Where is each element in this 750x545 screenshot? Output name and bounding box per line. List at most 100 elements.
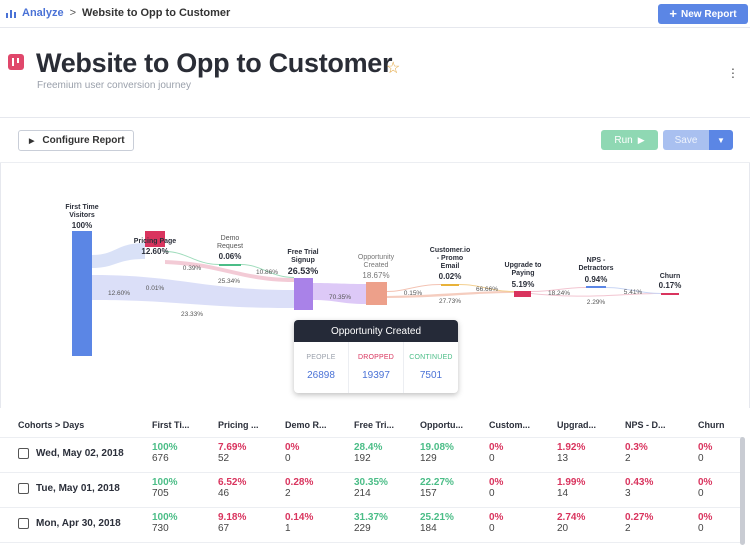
analyze-icon — [6, 10, 16, 18]
flow-opp-to-promo — [387, 284, 441, 292]
metric-count: 0 — [489, 488, 495, 499]
metric-count: 676 — [152, 453, 169, 464]
plus-icon: + — [669, 6, 678, 21]
flow-visitors-to-trial — [92, 275, 294, 308]
metric-cell: 7.69% 52 — [218, 442, 246, 464]
table-header-row: Cohorts > Days First Ti... Pricing ... D… — [0, 412, 742, 438]
bar-opportunity-created[interactable] — [366, 282, 387, 305]
new-report-label: New Report — [681, 8, 737, 20]
save-button[interactable]: Save — [663, 130, 709, 150]
step-label: First Time — [65, 204, 98, 211]
metric-cell: 1.99% 14 — [557, 477, 585, 499]
metric-count: 67 — [218, 523, 230, 534]
column-header[interactable]: NPS - D... — [625, 420, 666, 430]
metric-cell: 0% 0 — [698, 442, 712, 464]
column-header[interactable]: Upgrad... — [557, 420, 597, 430]
metric-count: 214 — [354, 488, 371, 499]
metric-count: 1 — [285, 523, 291, 534]
metric-cell: 0% 0 — [489, 477, 503, 499]
step-label: Opportunity — [358, 254, 395, 261]
column-header[interactable]: Cohorts > Days — [18, 420, 85, 430]
column-header[interactable]: Churn — [698, 420, 725, 430]
column-header[interactable]: Custom... — [489, 420, 531, 430]
row-checkbox[interactable] — [18, 448, 29, 459]
divider — [0, 162, 750, 163]
step-label: Email — [441, 263, 460, 270]
column-header[interactable]: Opportu... — [420, 420, 463, 430]
step-label: Churn — [660, 273, 681, 280]
column-header[interactable]: Free Tri... — [354, 420, 395, 430]
bar-demo-request[interactable] — [219, 264, 241, 266]
metric-count: 0 — [698, 453, 704, 464]
table-scrollbar[interactable] — [740, 437, 745, 545]
tooltip-dropped-value: 19397 — [362, 370, 390, 381]
metric-cell: 0% 0 — [285, 442, 299, 464]
row-date: Wed, May 02, 2018 — [36, 448, 124, 459]
metric-percent: 100% — [152, 512, 178, 523]
funnel-svg: First Time Visitors 100% Pricing Page 12… — [65, 204, 681, 356]
metric-cell: 100% 676 — [152, 442, 178, 464]
flow-label: 12.60% — [108, 290, 130, 297]
bar-nps-detractors[interactable] — [586, 286, 606, 288]
breadcrumb-analyze-link[interactable]: Analyze — [22, 7, 64, 19]
bar-upgrade-to-paying[interactable] — [514, 291, 531, 297]
metric-cell: 1.92% 13 — [557, 442, 585, 464]
metric-count: 52 — [218, 453, 230, 464]
opportunity-tooltip: Opportunity Created PEOPLE 26898 DROPPED… — [294, 320, 458, 393]
metric-count: 0 — [698, 523, 704, 534]
bar-free-trial-signup[interactable] — [294, 278, 313, 310]
flow-visitors-to-pricing — [92, 243, 145, 268]
save-dropdown-icon[interactable]: ▼ — [709, 130, 733, 150]
metric-cell: 100% 730 — [152, 512, 178, 534]
metric-percent: 9.18% — [218, 512, 247, 523]
metric-count: 13 — [557, 453, 569, 464]
metric-percent: 19.08% — [420, 442, 454, 453]
bar-churn[interactable] — [661, 293, 679, 295]
column-header[interactable]: Pricing ... — [218, 420, 259, 430]
run-button[interactable]: Run ▶ — [601, 130, 658, 150]
step-label: Upgrade to — [505, 262, 542, 269]
bar-pricing-page[interactable] — [145, 231, 165, 247]
metric-cell: 9.18% 67 — [218, 512, 246, 534]
breadcrumb-current: Website to Opp to Customer — [82, 7, 231, 19]
metric-cell: 0% 0 — [489, 442, 503, 464]
flow-label: 27.73% — [439, 298, 461, 305]
step-label: Created — [364, 262, 389, 269]
report-header: Website to Opp to Customer ☆ Freemium us… — [0, 28, 750, 118]
metric-count: 157 — [420, 488, 437, 499]
column-header[interactable]: First Ti... — [152, 420, 190, 430]
step-label: - Promo — [437, 255, 463, 262]
bar-first-time-visitors[interactable] — [72, 231, 92, 356]
metric-cell: 0.43% 3 — [625, 477, 653, 499]
tooltip-people-label: PEOPLE — [306, 354, 336, 361]
step-label: Free Trial — [287, 249, 318, 256]
breadcrumb: Analyze > Website to Opp to Customer — [6, 7, 230, 19]
save-label: Save — [674, 134, 698, 146]
funnel-chart: First Time Visitors 100% Pricing Page 12… — [0, 163, 750, 408]
metric-percent: 0% — [698, 442, 713, 453]
flow-promo-to-upgrade — [459, 284, 514, 292]
metric-count: 14 — [557, 488, 569, 499]
metric-percent: 0% — [285, 442, 300, 453]
new-report-button[interactable]: + New Report — [658, 4, 748, 24]
more-options-icon[interactable]: · · · — [730, 60, 736, 84]
metric-count: 0 — [489, 523, 495, 534]
column-header[interactable]: Demo R... — [285, 420, 327, 430]
configure-report-button[interactable]: ▶ Configure Report — [18, 130, 134, 151]
breadcrumb-separator: > — [69, 7, 77, 19]
row-checkbox[interactable] — [18, 483, 29, 494]
metric-percent: 100% — [152, 477, 178, 488]
favorite-star-icon[interactable]: ☆ — [386, 60, 401, 77]
metric-percent: 1.92% — [557, 442, 586, 453]
row-checkbox[interactable] — [18, 518, 29, 529]
configure-report-label: Configure Report — [42, 135, 125, 146]
metric-count: 730 — [152, 523, 169, 534]
metric-cell: 31.37% 229 — [354, 512, 388, 534]
metric-cell: 0.28% 2 — [285, 477, 313, 499]
cohort-table: Cohorts > Days First Ti... Pricing ... D… — [0, 412, 750, 545]
step-label: Signup — [291, 257, 315, 264]
bar-customer-io-promo[interactable] — [441, 284, 459, 286]
metric-count: 2 — [285, 488, 291, 499]
flow-label: 70.35% — [329, 294, 351, 301]
metric-cell: 2.74% 20 — [557, 512, 585, 534]
